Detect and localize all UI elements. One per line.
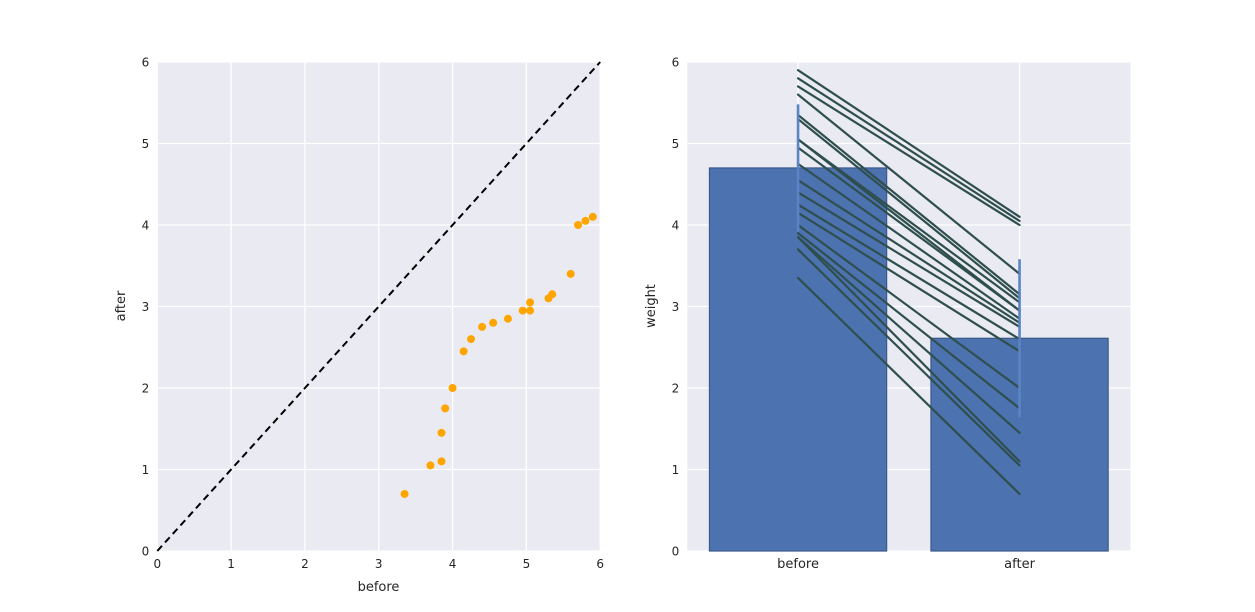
y-tick-label: 2 <box>142 382 150 396</box>
y-tick-label: 4 <box>142 219 150 233</box>
scatter-point <box>518 306 527 315</box>
scatter-point <box>526 306 535 315</box>
y-tick-label: 1 <box>672 463 680 477</box>
y-tick-label: 3 <box>142 300 150 314</box>
pair-line <box>796 248 1021 467</box>
scatter-point <box>588 212 597 221</box>
y-tick-label: 2 <box>672 382 680 396</box>
x-tick-label: 4 <box>449 557 457 571</box>
paired-lines <box>796 69 1021 496</box>
scatter-point <box>426 461 435 470</box>
y-tick-label: 0 <box>672 545 680 559</box>
y-tick-label: 0 <box>142 545 150 559</box>
identity-dashed-line <box>156 61 601 552</box>
pair-line <box>796 162 1021 320</box>
pair-line <box>796 203 1021 341</box>
scatter-point <box>526 298 535 307</box>
error-bars <box>796 104 1021 418</box>
scatter-point <box>459 347 468 356</box>
scatter-point <box>581 216 590 225</box>
x-tick-label: 2 <box>301 557 309 571</box>
x-tick-label: 6 <box>596 557 604 571</box>
pair-line <box>796 117 1021 300</box>
pair-line <box>796 85 1021 227</box>
scatter-point <box>566 269 575 278</box>
pair-line <box>796 69 1021 218</box>
bar-before <box>708 167 888 552</box>
scatter-point <box>441 404 450 413</box>
x-tick-label: 1 <box>227 557 235 571</box>
x-tick-label: 5 <box>523 557 531 571</box>
scatter-point <box>437 457 446 466</box>
y-tick-label: 5 <box>672 137 680 151</box>
scatter-plot: 0 1 2 3 4 5 6 0 1 2 3 4 5 6 <box>142 56 604 572</box>
pair-line <box>796 232 1021 410</box>
scatter-point <box>574 221 583 229</box>
scatter-point <box>489 318 498 327</box>
x-tick-label: 3 <box>375 557 383 571</box>
pair-line <box>796 236 1021 434</box>
scatter-point <box>478 322 487 331</box>
pair-line <box>796 191 1021 328</box>
scatter-points <box>400 212 597 498</box>
pair-line <box>796 179 1021 324</box>
pair-line <box>796 77 1021 223</box>
x-tick-label: 0 <box>153 557 161 571</box>
bar-tick-labels: 0 1 2 3 4 5 6 before after <box>672 56 1036 573</box>
scatter-point <box>467 335 476 344</box>
pair-line <box>796 93 1021 275</box>
y-tick-label: 5 <box>142 137 150 151</box>
y-tick-label: 4 <box>672 219 680 233</box>
scatter-point <box>400 489 409 498</box>
pair-line <box>796 276 1021 496</box>
pair-line <box>796 211 1021 353</box>
category-tick-label: before <box>777 557 819 572</box>
bars <box>708 167 1109 552</box>
pair-line <box>796 236 1021 463</box>
scatter-point <box>448 384 457 392</box>
scatter-point <box>503 314 512 323</box>
y-tick-label: 3 <box>672 300 680 314</box>
scatter-tick-labels: 0 1 2 3 4 5 6 0 1 2 3 4 5 6 <box>142 56 604 572</box>
pair-line <box>796 113 1021 296</box>
pair-line <box>796 223 1021 390</box>
pair-line <box>796 138 1021 304</box>
y-tick-label: 6 <box>672 56 680 70</box>
scatter-point <box>437 428 446 437</box>
y-tick-label: 1 <box>142 463 150 477</box>
y-tick-label: 6 <box>142 56 150 70</box>
paired-bar-plot: 0 1 2 3 4 5 6 before after <box>672 56 1131 573</box>
category-tick-label: after <box>1004 557 1035 572</box>
scatter-point <box>548 290 557 299</box>
